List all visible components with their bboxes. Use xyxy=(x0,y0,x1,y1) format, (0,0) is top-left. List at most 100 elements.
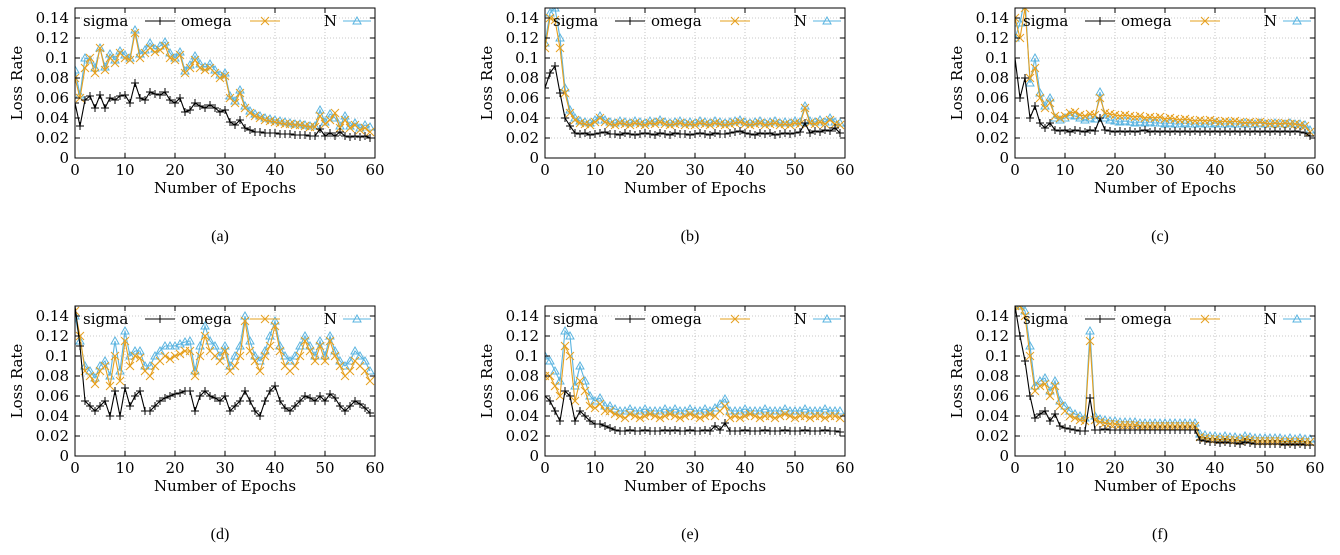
data-point-N xyxy=(725,405,735,415)
x-tick-label: 60 xyxy=(365,161,384,179)
data-point-sigma xyxy=(276,397,284,405)
caption-c: (c) xyxy=(1151,228,1169,245)
data-point-N xyxy=(345,355,355,365)
data-point-sigma xyxy=(636,130,644,138)
data-point-sigma xyxy=(351,132,359,140)
data-point-omega xyxy=(650,119,660,129)
data-point-sigma xyxy=(76,122,84,130)
legend-label-omega: omega xyxy=(1121,12,1172,30)
data-point-omega xyxy=(755,118,765,128)
data-point-N xyxy=(155,345,165,355)
data-point-N xyxy=(270,315,280,325)
y-tick-label: 0.12 xyxy=(36,327,69,345)
y-tick-label: 0.1 xyxy=(985,347,1009,365)
y-tick-label: 0.08 xyxy=(36,69,69,87)
data-point-omega xyxy=(1040,379,1050,389)
data-point-omega xyxy=(805,413,815,423)
panel-a: 0 10 20 30 40 50 60 0 0.02 0.04 0.06 0.08 0.1 0.12 0.1… xyxy=(0,0,440,255)
data-point-omega xyxy=(1070,413,1080,423)
data-point-omega xyxy=(130,28,140,38)
series-group xyxy=(75,306,375,420)
data-point-omega xyxy=(785,120,795,130)
data-point-omega xyxy=(790,413,800,423)
y-tick-label: 0.02 xyxy=(36,427,69,445)
data-point-sigma xyxy=(696,129,704,137)
data-point-sigma xyxy=(136,94,144,102)
data-point-sigma xyxy=(571,417,579,425)
data-point-sigma xyxy=(121,384,129,392)
data-point-omega xyxy=(255,366,265,376)
legend-label-N: N xyxy=(794,310,807,328)
data-point-sigma xyxy=(1256,128,1264,136)
data-point-sigma xyxy=(261,397,269,405)
y-tick-label: 0.06 xyxy=(36,89,69,107)
data-point-sigma xyxy=(146,88,154,96)
data-point-N xyxy=(660,403,670,413)
data-point-sigma xyxy=(696,427,704,435)
data-point-omega xyxy=(595,399,605,409)
data-point-sigma xyxy=(126,402,134,410)
data-point-omega xyxy=(85,53,95,63)
data-point-sigma xyxy=(1306,441,1314,449)
y-tick-label: 0.06 xyxy=(976,387,1009,405)
legend-marker-sigma xyxy=(626,17,634,25)
data-point-sigma xyxy=(116,412,124,420)
data-point-N xyxy=(200,320,210,330)
data-point-omega xyxy=(630,411,640,421)
data-point-sigma xyxy=(1246,128,1254,136)
data-point-omega xyxy=(675,118,685,128)
data-point-N xyxy=(625,403,635,413)
data-point-sigma xyxy=(1021,357,1029,365)
caption-d: (d) xyxy=(210,526,230,543)
data-point-omega xyxy=(1020,311,1030,321)
data-point-sigma xyxy=(1196,128,1204,136)
data-point-sigma xyxy=(621,129,629,137)
chart-a: 0 10 20 30 40 50 6000.020.040.060.080.10.120.1… xyxy=(8,7,385,197)
data-point-omega xyxy=(360,366,370,376)
x-tick-label: 60 xyxy=(365,459,384,477)
data-point-sigma xyxy=(666,427,674,435)
data-point-sigma xyxy=(226,118,234,126)
data-point-sigma xyxy=(1051,410,1059,418)
data-point-sigma xyxy=(571,129,579,137)
data-point-sigma xyxy=(351,397,359,405)
data-point-sigma xyxy=(81,397,89,405)
y-tick-label: 0.12 xyxy=(976,327,1009,345)
data-point-omega xyxy=(1025,73,1035,83)
data-point-sigma xyxy=(1166,128,1174,136)
data-point-sigma xyxy=(1231,439,1239,447)
data-point-sigma xyxy=(1036,410,1044,418)
data-point-sigma xyxy=(566,122,574,130)
x-tick-label: 20 xyxy=(1105,161,1124,179)
legend-marker-omega xyxy=(730,16,740,26)
data-point-omega xyxy=(740,411,750,421)
data-point-omega xyxy=(560,88,570,98)
data-point-sigma xyxy=(1101,126,1109,134)
y-tick-label: 0.1 xyxy=(515,49,539,67)
data-point-sigma xyxy=(326,390,334,398)
y-tick-label: 0.14 xyxy=(506,9,539,27)
data-point-N xyxy=(120,325,130,335)
legend-label-omega: omega xyxy=(181,310,232,328)
data-point-sigma xyxy=(741,426,749,434)
data-point-N xyxy=(335,355,345,365)
data-point-omega xyxy=(700,411,710,421)
data-point-omega xyxy=(120,336,130,346)
data-point-omega xyxy=(305,346,315,356)
data-point-sigma xyxy=(1191,127,1199,135)
y-tick-label: 0 xyxy=(529,447,539,465)
data-point-omega xyxy=(345,123,355,133)
x-axis-label: Number of Epochs xyxy=(1094,477,1236,495)
data-point-sigma xyxy=(1261,127,1269,135)
data-point-omega xyxy=(1020,8,1030,13)
data-point-omega xyxy=(590,117,600,127)
data-point-omega xyxy=(755,413,765,423)
y-axis-label: Loss Rate xyxy=(8,46,26,121)
data-point-omega xyxy=(670,411,680,421)
chart-c: 0 10 20 30 40 50 6000.020.040.060.080.10.120.1… xyxy=(948,7,1325,197)
data-point-sigma xyxy=(601,128,609,136)
caption-a: (a) xyxy=(211,228,229,245)
data-point-N xyxy=(1025,340,1035,350)
series-line-omega xyxy=(545,17,841,126)
data-point-N xyxy=(670,403,680,413)
